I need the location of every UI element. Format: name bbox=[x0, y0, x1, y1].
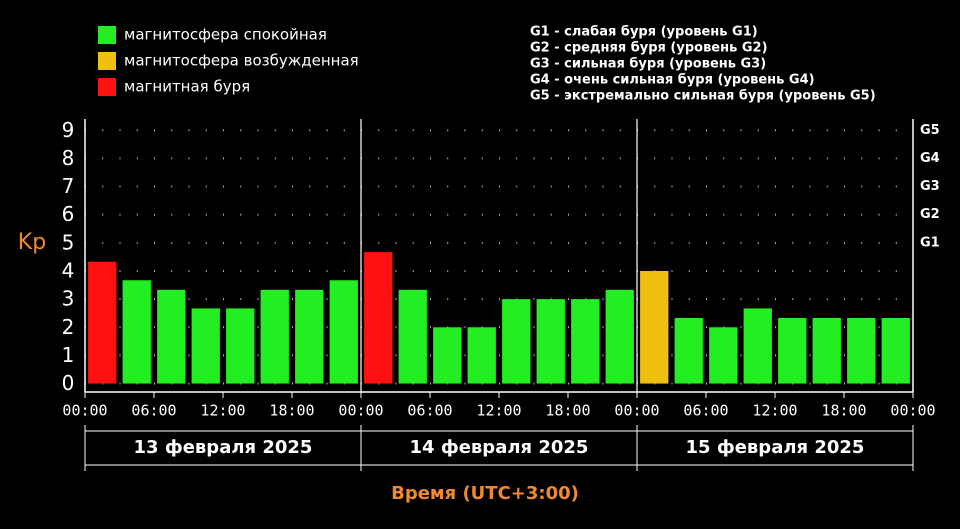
legend-swatch bbox=[98, 26, 116, 44]
storm-note: G5 - экстремально сильная буря (уровень … bbox=[530, 89, 876, 104]
bar bbox=[398, 289, 427, 384]
bar bbox=[329, 280, 358, 384]
x-tick-label: 18:00 bbox=[821, 402, 866, 420]
x-tick-label: 18:00 bbox=[545, 402, 590, 420]
x-tick-label: 12:00 bbox=[200, 402, 245, 420]
x-tick-label: 18:00 bbox=[269, 402, 314, 420]
bar bbox=[467, 327, 496, 384]
y-tick-label: 1 bbox=[62, 343, 75, 367]
bar bbox=[847, 317, 876, 384]
x-axis-label: Время (UTC+3:00) bbox=[391, 483, 579, 504]
x-tick-label: 06:00 bbox=[131, 402, 176, 420]
bar bbox=[157, 289, 186, 384]
y2-tick-label: G2 bbox=[920, 207, 940, 222]
x-tick-label: 06:00 bbox=[683, 402, 728, 420]
x-tick-label: 00:00 bbox=[338, 402, 383, 420]
y-tick-label: 2 bbox=[62, 315, 75, 339]
y-tick-label: 6 bbox=[62, 202, 75, 226]
bar bbox=[812, 317, 841, 384]
day-label: 13 февраля 2025 bbox=[134, 437, 313, 458]
bar bbox=[88, 261, 117, 384]
x-tick-label: 00:00 bbox=[62, 402, 107, 420]
bar bbox=[122, 280, 151, 384]
day-label: 15 февраля 2025 bbox=[686, 437, 865, 458]
y2-tick-label: G3 bbox=[920, 179, 940, 194]
y-tick-label: 8 bbox=[62, 146, 75, 170]
legend-swatch bbox=[98, 78, 116, 96]
y-tick-label: 0 bbox=[62, 371, 75, 395]
bar bbox=[226, 308, 255, 384]
legend-label: магнитная буря bbox=[124, 78, 250, 96]
bar bbox=[191, 308, 220, 384]
bar bbox=[881, 317, 910, 384]
bar bbox=[778, 317, 807, 384]
y-axis-label: Kp bbox=[18, 230, 46, 255]
bar bbox=[709, 327, 738, 384]
legend-swatch bbox=[98, 52, 116, 70]
storm-note: G1 - слабая буря (уровень G1) bbox=[530, 25, 758, 40]
legend-label: магнитосфера спокойная bbox=[124, 26, 327, 44]
bar bbox=[364, 252, 393, 384]
bar bbox=[260, 289, 289, 384]
y2-tick-label: G4 bbox=[920, 151, 940, 166]
x-tick-label: 12:00 bbox=[752, 402, 797, 420]
x-tick-label: 06:00 bbox=[407, 402, 452, 420]
y-tick-label: 3 bbox=[62, 287, 75, 311]
bar bbox=[433, 327, 462, 384]
bar bbox=[743, 308, 772, 384]
storm-note: G2 - средняя буря (уровень G2) bbox=[530, 41, 768, 56]
x-tick-label: 00:00 bbox=[614, 402, 659, 420]
day-label: 14 февраля 2025 bbox=[410, 437, 589, 458]
bar bbox=[640, 270, 669, 384]
bar bbox=[674, 317, 703, 384]
y2-tick-label: G5 bbox=[920, 123, 940, 138]
bar bbox=[295, 289, 324, 384]
x-tick-label: 12:00 bbox=[476, 402, 521, 420]
y-tick-label: 5 bbox=[62, 230, 75, 254]
y-tick-label: 7 bbox=[62, 174, 75, 198]
bar bbox=[536, 299, 565, 384]
storm-note: G3 - сильная буря (уровень G3) bbox=[530, 57, 766, 72]
y-tick-label: 9 bbox=[62, 118, 75, 142]
bar bbox=[571, 299, 600, 384]
bar bbox=[605, 289, 634, 384]
x-tick-label: 00:00 bbox=[890, 402, 935, 420]
y2-tick-label: G1 bbox=[920, 235, 940, 250]
legend-label: магнитосфера возбужденная bbox=[124, 52, 359, 70]
bar bbox=[502, 299, 531, 384]
y-tick-label: 4 bbox=[62, 258, 75, 282]
storm-note: G4 - очень сильная буря (уровень G4) bbox=[530, 73, 815, 88]
